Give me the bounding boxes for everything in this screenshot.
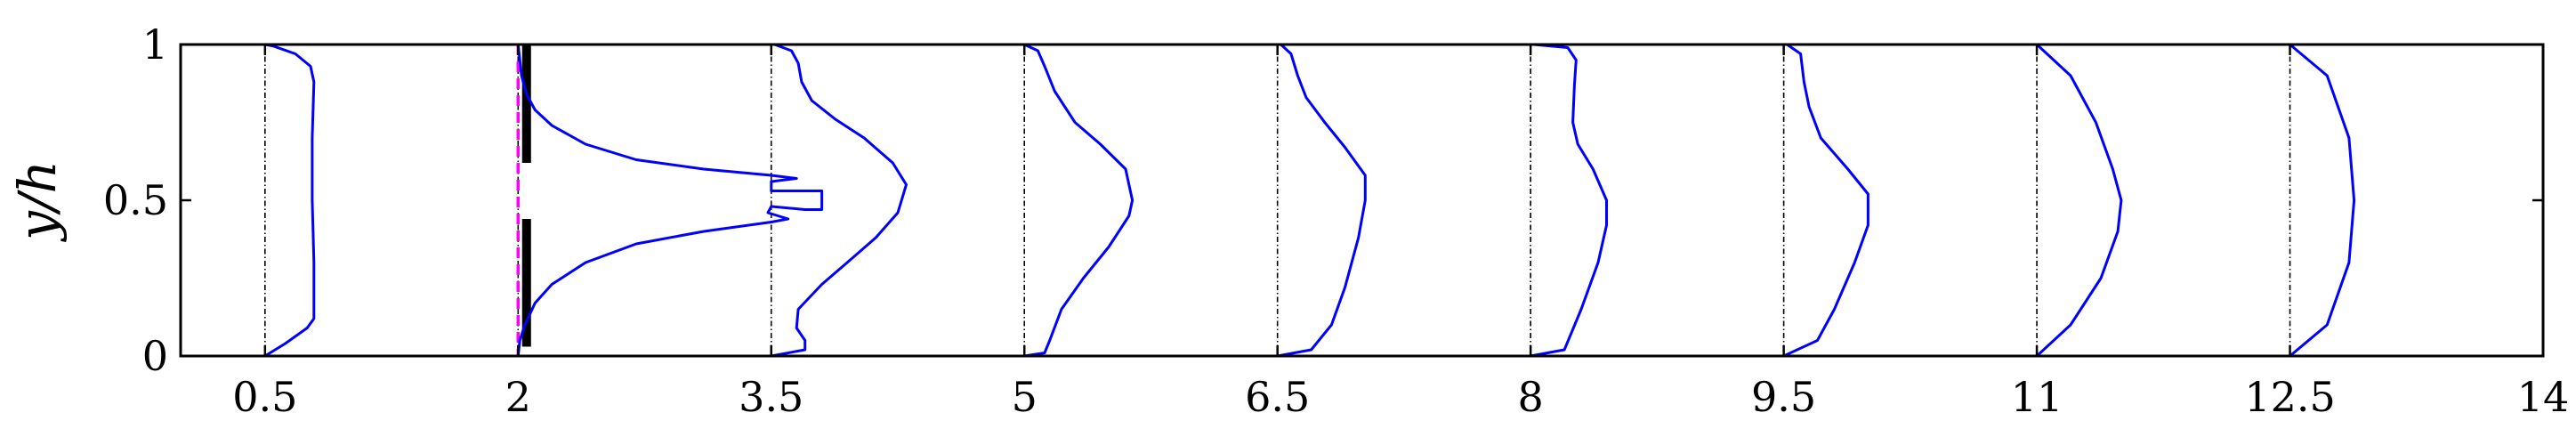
x-tick-label: 11 (2011, 373, 2063, 421)
profile-line-8 (1530, 43, 1608, 358)
y-tick-label: 1 (142, 20, 168, 69)
profile-line-5 (1023, 43, 1135, 358)
velocity-profiles (264, 43, 2356, 358)
x-tick-label: 9.5 (1751, 373, 1816, 421)
reference-lines (264, 44, 2291, 356)
profile-line-3-5 (771, 43, 908, 358)
x-tick-label: 12.5 (2244, 373, 2335, 421)
profile-line-11 (2036, 43, 2123, 358)
profile-line-2 (516, 44, 824, 357)
x-tick-label: 2 (505, 373, 531, 421)
x-tick-label: 14 (2517, 373, 2570, 421)
profile-line-12-5 (2289, 43, 2356, 358)
x-tick-label: 0.5 (232, 373, 297, 421)
x-tick-label: 6.5 (1245, 373, 1310, 421)
y-tick-label: 0.5 (103, 176, 168, 224)
profile-line-6-5 (1277, 43, 1367, 358)
x-tick-label: 8 (1518, 373, 1544, 421)
plot-frame (179, 43, 2545, 358)
y-axis-label: y/h (7, 160, 68, 243)
axis-ticks: 0.5 2 3.5 5 6.5 8 9.5 11 12.5 14 0 0.5 1 (103, 20, 2569, 421)
y-tick-label: 0 (142, 332, 168, 380)
profile-line-9-5 (1782, 43, 1869, 358)
x-tick-label: 3.5 (739, 373, 803, 421)
profile-line-0-5 (264, 43, 316, 358)
x-tick-label: 5 (1012, 373, 1038, 421)
